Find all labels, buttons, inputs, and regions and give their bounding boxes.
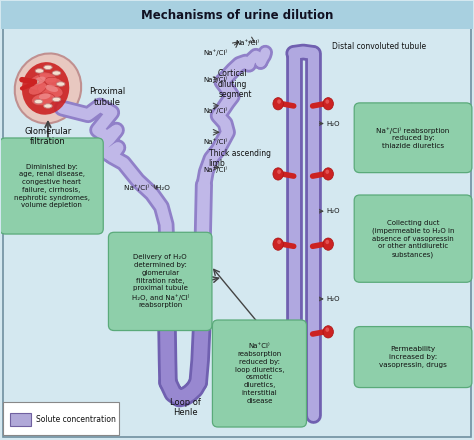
Ellipse shape xyxy=(33,77,46,84)
FancyBboxPatch shape xyxy=(10,413,31,426)
FancyBboxPatch shape xyxy=(0,1,474,29)
Text: Na⁺/Cl⁾   H₂O: Na⁺/Cl⁾ H₂O xyxy=(124,183,170,191)
Text: Diminished by:
age, renal disease,
congestive heart
failure, cirrhosis,
nephroti: Diminished by: age, renal disease, conge… xyxy=(13,164,90,209)
Text: Na⁺/Cl⁾: Na⁺/Cl⁾ xyxy=(204,48,228,55)
Text: Distal convoluted tubule: Distal convoluted tubule xyxy=(331,42,426,51)
Ellipse shape xyxy=(325,327,329,332)
Ellipse shape xyxy=(32,93,55,106)
Ellipse shape xyxy=(277,99,281,104)
FancyBboxPatch shape xyxy=(0,138,103,234)
FancyBboxPatch shape xyxy=(354,326,472,388)
Text: Na⁺/Cl⁾: Na⁺/Cl⁾ xyxy=(204,138,228,145)
Ellipse shape xyxy=(46,85,58,92)
Ellipse shape xyxy=(44,65,52,70)
Ellipse shape xyxy=(37,84,63,98)
Ellipse shape xyxy=(323,98,333,110)
Ellipse shape xyxy=(45,77,63,86)
Ellipse shape xyxy=(323,238,333,250)
Ellipse shape xyxy=(273,238,283,250)
Text: Na⁺Cl⁾
reabsorption
reduced by:
loop diuretics,
osmotic
diuretics,
interstitial
: Na⁺Cl⁾ reabsorption reduced by: loop diu… xyxy=(235,343,284,403)
Ellipse shape xyxy=(323,326,333,338)
Ellipse shape xyxy=(39,93,51,99)
Ellipse shape xyxy=(52,71,61,75)
Text: Glomerular
filtration: Glomerular filtration xyxy=(24,127,72,147)
FancyBboxPatch shape xyxy=(3,402,119,435)
Text: Thick ascending
limb: Thick ascending limb xyxy=(209,149,271,168)
Text: Permeability
increased by:
vasopressin, drugs: Permeability increased by: vasopressin, … xyxy=(379,346,447,368)
Text: Na⁺/Cl⁾: Na⁺/Cl⁾ xyxy=(204,76,228,83)
Ellipse shape xyxy=(323,168,333,180)
Ellipse shape xyxy=(325,169,329,174)
Text: Proximal
tubule: Proximal tubule xyxy=(89,88,125,107)
Ellipse shape xyxy=(22,62,69,115)
Ellipse shape xyxy=(273,326,283,338)
FancyBboxPatch shape xyxy=(354,195,472,282)
Text: Na⁺/Cl⁾: Na⁺/Cl⁾ xyxy=(204,107,228,114)
Ellipse shape xyxy=(52,97,61,102)
Ellipse shape xyxy=(325,99,329,104)
Text: Delivery of H₂O
determined by:
glomerular
filtration rate,
proximal tubule
H₂O, : Delivery of H₂O determined by: glomerula… xyxy=(131,254,189,308)
Text: Loop of
Henle: Loop of Henle xyxy=(170,398,201,418)
Ellipse shape xyxy=(277,327,281,332)
Ellipse shape xyxy=(30,80,39,84)
Ellipse shape xyxy=(44,104,52,108)
Text: Na⁺/Cl⁾ reabsorption
reduced by:
thiazide diuretics: Na⁺/Cl⁾ reabsorption reduced by: thiazid… xyxy=(376,127,450,149)
FancyBboxPatch shape xyxy=(212,320,307,427)
Text: Na⁺/Cl⁾: Na⁺/Cl⁾ xyxy=(236,39,259,46)
Text: Collecting duct
(impermeable to H₂O in
absence of vasopressin
or other antidiure: Collecting duct (impermeable to H₂O in a… xyxy=(372,220,454,258)
Ellipse shape xyxy=(273,98,283,110)
Ellipse shape xyxy=(15,53,81,123)
Ellipse shape xyxy=(273,168,283,180)
Text: H₂O: H₂O xyxy=(327,208,340,214)
Text: Mechanisms of urine dilution: Mechanisms of urine dilution xyxy=(141,9,333,22)
Text: H₂O: H₂O xyxy=(327,121,340,127)
Ellipse shape xyxy=(28,82,46,95)
FancyBboxPatch shape xyxy=(109,232,212,330)
Ellipse shape xyxy=(277,240,281,244)
Text: Solute concentration: Solute concentration xyxy=(36,415,116,424)
Ellipse shape xyxy=(39,72,57,83)
Ellipse shape xyxy=(28,73,54,90)
Ellipse shape xyxy=(277,169,281,174)
Text: Na⁺/Cl⁾: Na⁺/Cl⁾ xyxy=(204,166,228,173)
Ellipse shape xyxy=(325,240,329,244)
Text: Cortical
diluting
segment: Cortical diluting segment xyxy=(218,69,252,99)
Text: H₂O: H₂O xyxy=(327,296,340,302)
Ellipse shape xyxy=(34,99,43,104)
FancyBboxPatch shape xyxy=(354,103,472,172)
Ellipse shape xyxy=(35,69,44,73)
Ellipse shape xyxy=(56,82,65,86)
